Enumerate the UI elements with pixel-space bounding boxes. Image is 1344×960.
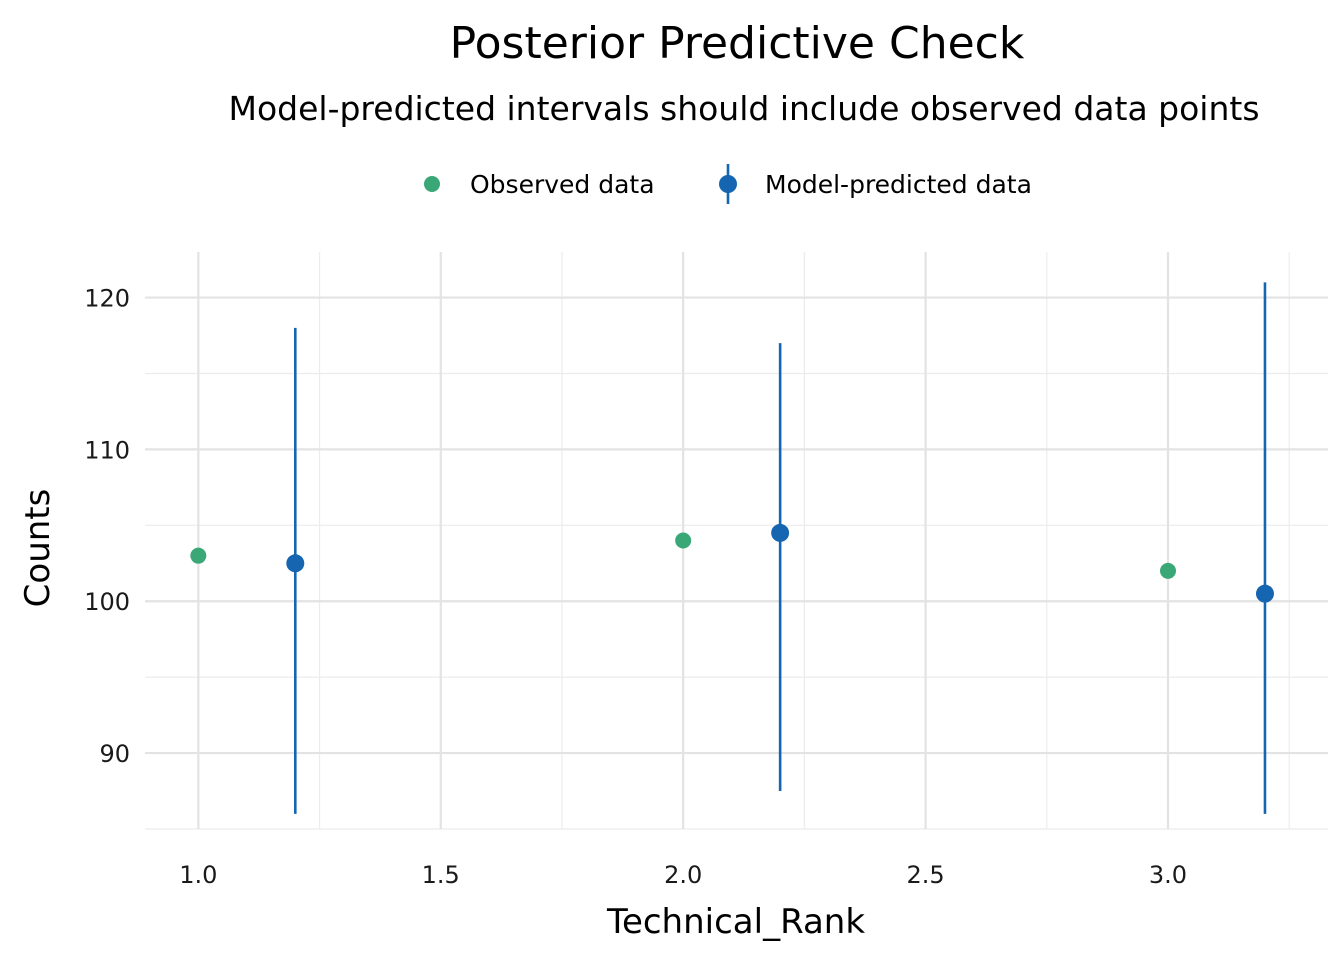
y-tick-label: 120 xyxy=(84,285,130,313)
observed-point xyxy=(190,547,207,564)
x-tick-label: 2.5 xyxy=(907,861,945,889)
legend-key-observed xyxy=(424,176,440,192)
predicted-point xyxy=(286,554,305,573)
y-tick-label: 90 xyxy=(99,740,130,768)
x-tick-label: 3.0 xyxy=(1149,861,1187,889)
y-axis-ticks: 90 100 110 120 xyxy=(84,285,130,769)
predicted-point xyxy=(1255,584,1274,603)
y-tick-label: 100 xyxy=(84,588,130,616)
y-tick-label: 110 xyxy=(84,436,130,464)
observed-point xyxy=(675,532,692,549)
legend-label: Model-predicted data xyxy=(765,170,1032,199)
predicted-point xyxy=(771,523,790,542)
x-axis-ticks: 1.0 1.5 2.0 2.5 3.0 xyxy=(179,861,1187,889)
legend-key-predicted-point xyxy=(719,175,737,193)
x-axis-title: Technical_Rank xyxy=(606,902,865,942)
grid-minor xyxy=(145,252,1328,830)
y-axis-title: Counts xyxy=(18,489,58,608)
chart-title: Posterior Predictive Check xyxy=(450,18,1025,69)
chart-subtitle: Model-predicted intervals should include… xyxy=(228,89,1259,128)
legend: Observed data Model-predicted data xyxy=(424,164,1032,204)
x-tick-label: 1.5 xyxy=(422,861,460,889)
legend-label: Observed data xyxy=(470,170,655,199)
plot-marks xyxy=(190,282,1274,814)
observed-point xyxy=(1160,562,1177,579)
x-tick-label: 1.0 xyxy=(179,861,217,889)
x-tick-label: 2.0 xyxy=(664,861,702,889)
grid-major xyxy=(145,252,1328,829)
